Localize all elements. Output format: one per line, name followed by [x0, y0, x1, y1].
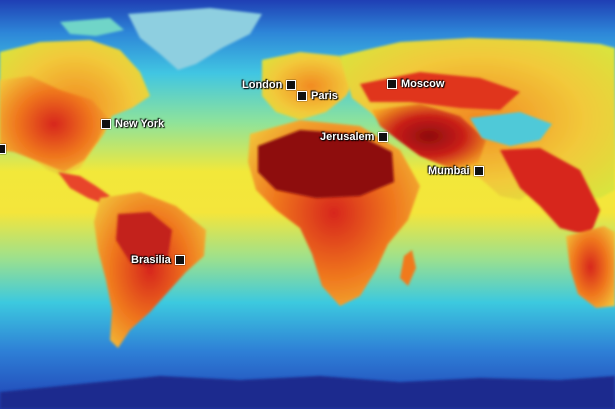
city-marker-jerusalem: Jerusalem [320, 131, 389, 143]
south-america-core [116, 212, 172, 268]
city-marker-moscow: Moscow [387, 78, 444, 90]
square-marker-icon [473, 166, 484, 176]
russia-warm [360, 72, 520, 110]
city-marker-brasilia: Brasilia [131, 254, 185, 266]
middle-east-hot [372, 104, 486, 168]
central-america [58, 172, 110, 204]
square-marker-icon [101, 119, 111, 129]
europe [262, 52, 360, 120]
antarctica [0, 376, 615, 409]
australia [566, 226, 615, 308]
square-marker-icon [286, 80, 297, 90]
square-marker-icon [387, 79, 397, 89]
tibet-plateau [470, 112, 552, 146]
city-label-london: London [242, 79, 283, 91]
greenland [128, 8, 262, 70]
city-marker-london: London [242, 79, 297, 91]
city-label-paris: Paris [311, 90, 338, 102]
north-america-hot [0, 76, 108, 172]
madagascar [400, 250, 416, 286]
square-marker-icon [0, 144, 6, 154]
city-label-mumbai: Mumbai [428, 165, 470, 177]
southeast-asia [500, 148, 600, 236]
city-marker-mumbai: Mumbai [428, 165, 484, 177]
city-label-brasilia: Brasilia [131, 254, 171, 266]
city-label-new-york: New York [115, 118, 165, 130]
city-label-moscow: Moscow [401, 78, 445, 90]
arctic-islands [60, 18, 124, 36]
city-label-jerusalem: Jerusalem [320, 131, 375, 143]
city-marker-cutoff [0, 144, 6, 154]
sahara [258, 130, 394, 198]
city-marker-paris: Paris [297, 90, 338, 102]
city-marker-new-york: New York [101, 118, 164, 130]
square-marker-icon [174, 255, 185, 265]
square-marker-icon [378, 132, 389, 142]
square-marker-icon [297, 91, 307, 101]
